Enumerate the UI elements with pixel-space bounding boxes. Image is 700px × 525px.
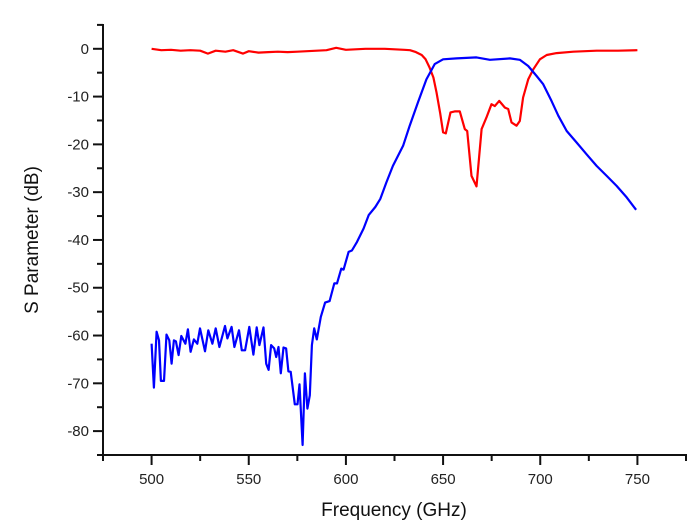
series-line-0 bbox=[151, 46, 638, 188]
y-axis-label: S Parameter (dB) bbox=[22, 166, 43, 314]
series-line-1 bbox=[150, 56, 637, 447]
y-tick-label: -30 bbox=[67, 184, 89, 201]
ticks-layer: 500 550 600 650 700 750 0 -10 -20 -30 -40 -50 -60 -70… bbox=[67, 23, 687, 488]
axes-layer bbox=[102, 24, 687, 456]
y-tick-label: -20 bbox=[67, 136, 89, 153]
x-tick-label: 750 bbox=[625, 471, 650, 488]
y-tick-label: 0 bbox=[81, 41, 89, 58]
series-layer bbox=[150, 46, 638, 447]
y-tick-label: -40 bbox=[67, 232, 89, 249]
y-tick-label: -10 bbox=[67, 89, 89, 106]
x-tick-label: 700 bbox=[528, 471, 553, 488]
y-tick-label: -60 bbox=[67, 328, 89, 345]
x-tick-label: 550 bbox=[236, 471, 261, 488]
x-tick-label: 500 bbox=[139, 471, 164, 488]
y-tick-label: -50 bbox=[67, 280, 89, 297]
y-tick-label: -70 bbox=[67, 375, 89, 392]
y-tick-label: -80 bbox=[67, 423, 89, 440]
x-tick-label: 650 bbox=[431, 471, 456, 488]
x-tick-label: 600 bbox=[333, 471, 358, 488]
x-axis-label: Frequency (GHz) bbox=[321, 500, 467, 521]
